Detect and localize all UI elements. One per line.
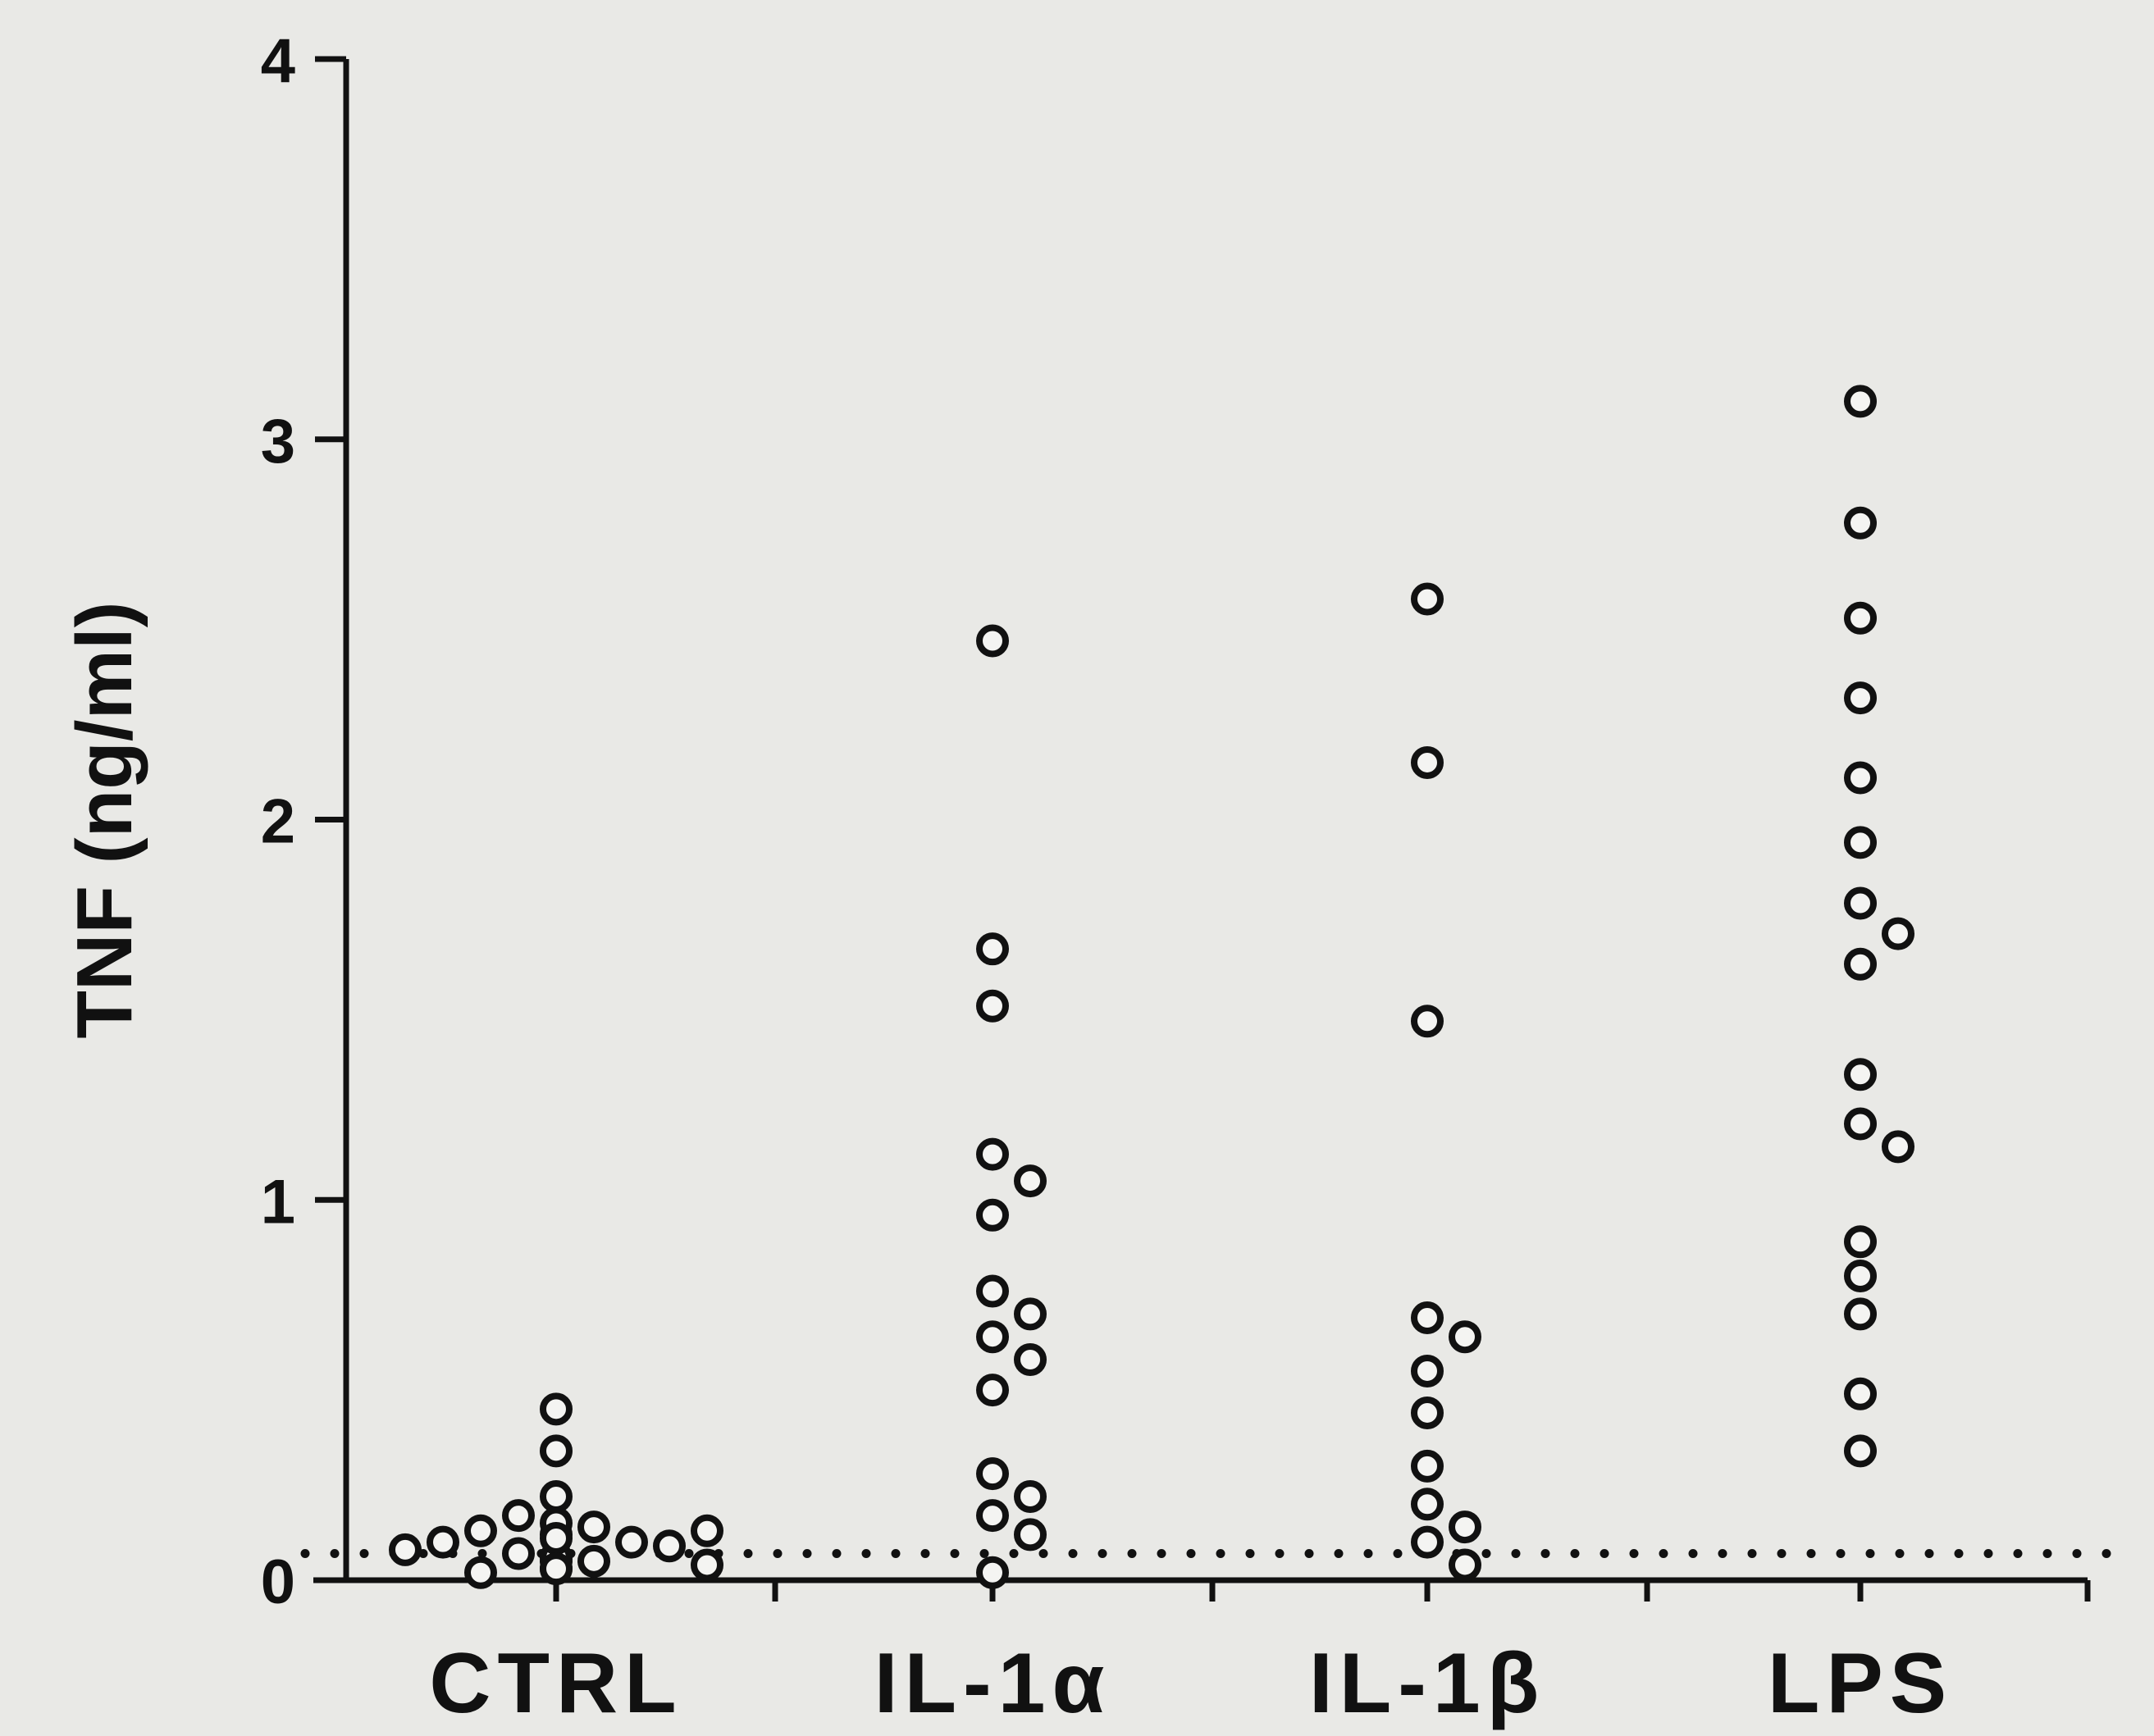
data-point (543, 1483, 569, 1510)
data-point (543, 1396, 569, 1422)
data-point (979, 936, 1006, 962)
data-point (1847, 510, 1873, 536)
data-point (979, 1502, 1006, 1529)
data-point (979, 1141, 1006, 1168)
y-axis-title: TNF (ng/ml) (61, 601, 148, 1038)
y-tick-label: 2 (261, 787, 295, 857)
data-point (1017, 1346, 1043, 1373)
data-point (979, 1324, 1006, 1350)
data-point (1017, 1168, 1043, 1194)
x-category-label: CTRL (429, 1636, 682, 1731)
x-category-label: LPS (1768, 1636, 1953, 1731)
data-point (1017, 1301, 1043, 1327)
data-point (468, 1560, 494, 1586)
data-point (618, 1529, 645, 1556)
data-point (1847, 829, 1873, 855)
data-point (468, 1518, 494, 1544)
data-point (1847, 1263, 1873, 1289)
data-point (1847, 891, 1873, 917)
data-point (979, 1278, 1006, 1305)
data-point (430, 1529, 456, 1556)
data-point (1414, 1305, 1440, 1331)
data-point (694, 1518, 720, 1544)
data-point (979, 993, 1006, 1019)
data-point (1847, 605, 1873, 631)
x-category-label: IL-1α (874, 1636, 1111, 1731)
data-point (392, 1537, 418, 1563)
data-point (1414, 750, 1440, 776)
data-point (979, 1202, 1006, 1228)
data-point (656, 1533, 682, 1559)
data-point (1847, 1381, 1873, 1407)
data-point (1452, 1551, 1478, 1578)
data-point (1414, 1008, 1440, 1034)
y-tick-label: 4 (261, 26, 295, 96)
data-point (979, 1560, 1006, 1586)
data-point (1414, 1491, 1440, 1517)
data-point (1452, 1514, 1478, 1540)
data-point (1452, 1324, 1478, 1350)
data-point (694, 1551, 720, 1578)
data-point (505, 1502, 532, 1529)
data-point (1885, 1133, 1911, 1160)
data-point (1847, 1228, 1873, 1255)
x-category-label: IL-1β (1309, 1636, 1545, 1731)
data-point (1847, 1301, 1873, 1327)
data-point (1414, 1400, 1440, 1426)
data-point (979, 1377, 1006, 1403)
y-tick-label: 1 (261, 1167, 295, 1237)
data-point (1847, 388, 1873, 414)
data-point (1847, 685, 1873, 711)
data-point (1414, 1529, 1440, 1556)
data-point (979, 1460, 1006, 1487)
data-point (979, 628, 1006, 654)
data-point (1017, 1483, 1043, 1510)
data-point (505, 1541, 532, 1567)
data-point (1885, 921, 1911, 947)
data-point (543, 1438, 569, 1464)
data-point (581, 1514, 607, 1540)
data-point (581, 1548, 607, 1574)
data-point (1847, 1061, 1873, 1087)
y-tick-label: 3 (261, 407, 295, 476)
data-point (1414, 586, 1440, 613)
data-point (1847, 764, 1873, 791)
data-point (1414, 1358, 1440, 1384)
data-point (1847, 1438, 1873, 1464)
data-point (1847, 1111, 1873, 1137)
data-point (1017, 1521, 1043, 1547)
data-point (1414, 1453, 1440, 1479)
data-point (543, 1525, 569, 1551)
y-tick-label: 0 (261, 1547, 295, 1617)
data-point (1847, 951, 1873, 977)
data-point (543, 1556, 569, 1582)
